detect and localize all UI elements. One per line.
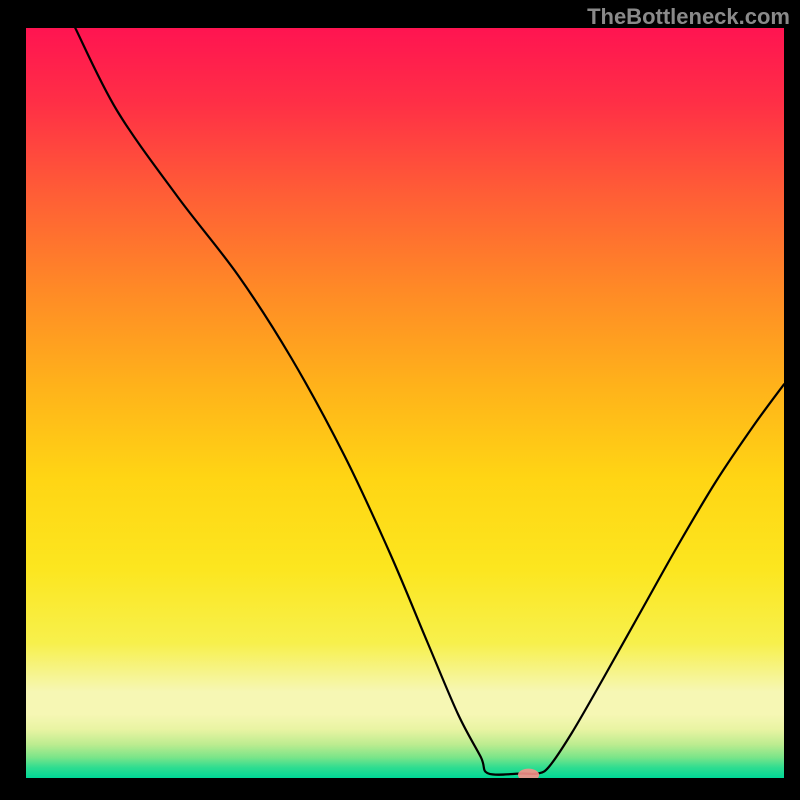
watermark-text: TheBottleneck.com [587, 4, 790, 30]
plot-svg [26, 28, 784, 778]
plot-area [26, 28, 784, 778]
chart-stage: TheBottleneck.com [0, 0, 800, 800]
gradient-background [26, 28, 784, 778]
